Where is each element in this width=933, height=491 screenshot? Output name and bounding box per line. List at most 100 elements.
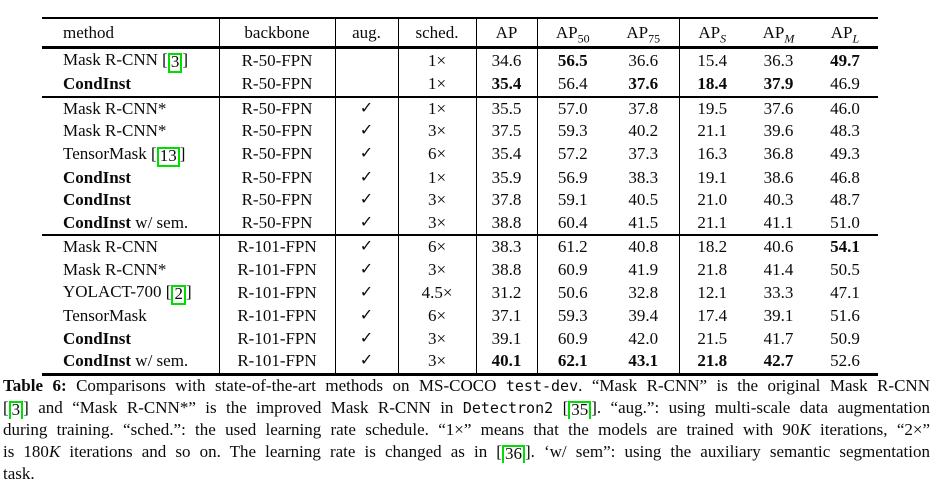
cell-value: 41.7 (763, 328, 794, 348)
text-segment: YOLACT-700 (63, 282, 166, 301)
table-row: Mask R-CNN [3] R-50-FPN 1× 34.6 56.5 36.6 15.4… (42, 47, 878, 73)
cell-value: 61.2 (537, 234, 608, 259)
cell-value: 37.8 (608, 95, 680, 120)
results-table: method backbone aug. sched. AP AP50 AP75 APS APM… (42, 17, 878, 376)
cell-value: 36.8 (763, 144, 794, 164)
column-header-ap: AP (476, 18, 538, 49)
cell-value: 15.4 (697, 50, 728, 70)
cell-value: 56.9 (557, 167, 588, 187)
citation-link[interactable]: 3 (8, 401, 24, 419)
cell-value: 51.6 (830, 306, 860, 325)
cell-value: 57.2 (557, 144, 588, 164)
citation-link[interactable]: 36 (501, 445, 525, 463)
cell-sched: 3× (398, 189, 477, 212)
text-segment: iterations, “2×” (810, 420, 930, 439)
cell-sched: 1× (398, 95, 477, 120)
citation-link[interactable]: 3 (167, 53, 183, 73)
cell-backbone: R-50-FPN (219, 189, 336, 212)
text-segment: Table 6: (3, 376, 67, 395)
cell-value: 21.1 (697, 121, 728, 140)
cell-value: 37.6 (745, 95, 812, 120)
cell-value: 60.4 (557, 212, 588, 232)
text-segment: during training. “sched.”: the used lear… (3, 420, 800, 439)
mono-text: Detectron2 (462, 399, 554, 417)
cell-sched: 3× (398, 327, 477, 350)
cell-value: 50.9 (830, 328, 860, 348)
table-row: CondInst R-101-FPN ✓ 3× 39.1 60.9 42.0 21.5 41.7… (42, 327, 878, 350)
cell-value: 42.7 (763, 351, 794, 370)
table-row: CondInst w/ sem. R-101-FPN ✓ 3× 40.1 62.1 43.1… (42, 350, 878, 374)
cell-value: 39.4 (608, 305, 680, 328)
cell-backbone: R-50-FPN (219, 211, 336, 235)
cell-method: CondInst w/ sem. (42, 211, 220, 235)
cell-value: 18.2 (679, 234, 745, 259)
cell-value: 39.6 (763, 121, 794, 140)
cell-value: 37.3 (608, 142, 680, 167)
cell-value: 37.5 (476, 120, 538, 143)
subscript: 75 (648, 31, 661, 46)
cell-method: CondInst (42, 327, 220, 350)
text-segment: . “aug.”: using multi-scale data augment… (596, 398, 930, 417)
cell-value: 21.5 (697, 328, 728, 348)
cell-sched: 4.5× (398, 281, 477, 305)
cell-value: 38.3 (476, 234, 538, 259)
subscript: S (720, 31, 727, 46)
cell-method: TensorMask [13] (42, 142, 220, 167)
cell-value: 37.1 (476, 305, 538, 328)
cell-value: 21.8 (697, 351, 728, 370)
cell-value: 60.9 (557, 328, 588, 348)
cell-method: CondInst w/ sem. (42, 350, 220, 374)
column-header-apm: APM (745, 18, 812, 49)
table-row: Mask R-CNN* R-101-FPN ✓ 3× 38.8 60.9 41.9 21.8 4… (42, 258, 878, 281)
cell-sched: 1× (398, 47, 477, 73)
cell-value: 51.0 (830, 212, 860, 232)
cell-value: 40.2 (608, 120, 680, 143)
cell-backbone: R-101-FPN (219, 234, 336, 259)
cell-method: YOLACT-700 [2] (42, 281, 220, 305)
cell-value: 41.4 (763, 259, 794, 279)
cell-value: 19.1 (697, 167, 728, 187)
cell-value: 37.9 (763, 74, 794, 93)
table-caption: Table 6: Comparisons with state-of-the-a… (3, 375, 930, 485)
text-segment: is 180 (3, 442, 49, 461)
citation-link[interactable]: 13 (156, 146, 180, 167)
cell-value: 35.4 (476, 142, 538, 167)
cell-method: CondInst (42, 73, 220, 97)
cell-value: 37.6 (608, 73, 680, 97)
header-row: method backbone aug. sched. AP AP50 AP75 APS APM… (42, 18, 878, 49)
cell-value: 19.5 (679, 95, 745, 120)
text-segment: Mask R-CNN (63, 50, 163, 69)
cell-value: 49.7 (830, 50, 860, 70)
cell-sched: 3× (398, 120, 477, 143)
checkmark-icon: ✓ (335, 234, 399, 259)
column-header-aug: aug. (335, 18, 399, 49)
caption-line: task. (3, 463, 930, 485)
cell-value: 35.4 (476, 73, 538, 97)
table-row: TensorMask [13] R-50-FPN ✓ 6× 35.4 57.2 37.3 16… (42, 142, 878, 167)
cell-value: 59.3 (557, 306, 588, 325)
cell-value: 50.5 (830, 259, 860, 279)
cell-backbone: R-50-FPN (219, 73, 336, 97)
mono-text: test-dev (505, 377, 579, 395)
cell-backbone: R-101-FPN (219, 327, 336, 350)
cell-aug-empty (335, 73, 399, 97)
cell-value: 57.0 (537, 95, 608, 120)
cell-value: 35.5 (476, 95, 538, 120)
text-segment: Mask R-CNN* (63, 121, 167, 140)
cell-backbone: R-50-FPN (219, 166, 336, 189)
cell-backbone: R-101-FPN (219, 305, 336, 328)
cell-method: Mask R-CNN* (42, 258, 220, 281)
cell-value: 37.8 (476, 189, 538, 212)
cell-value: 16.3 (697, 144, 728, 164)
cell-value: 50.6 (557, 282, 588, 302)
subscript: L (852, 31, 860, 46)
text-segment: K (799, 420, 811, 439)
citation-link[interactable]: 2 (171, 285, 186, 305)
text-segment: Mask R-CNN* (63, 259, 167, 279)
cell-value: 41.5 (608, 211, 680, 235)
cell-backbone: R-50-FPN (219, 142, 336, 167)
cell-sched: 1× (398, 166, 477, 189)
checkmark-icon: ✓ (335, 166, 399, 189)
text-segment: Mask R-CNN* (63, 98, 167, 118)
citation-link[interactable]: 35 (568, 401, 592, 419)
